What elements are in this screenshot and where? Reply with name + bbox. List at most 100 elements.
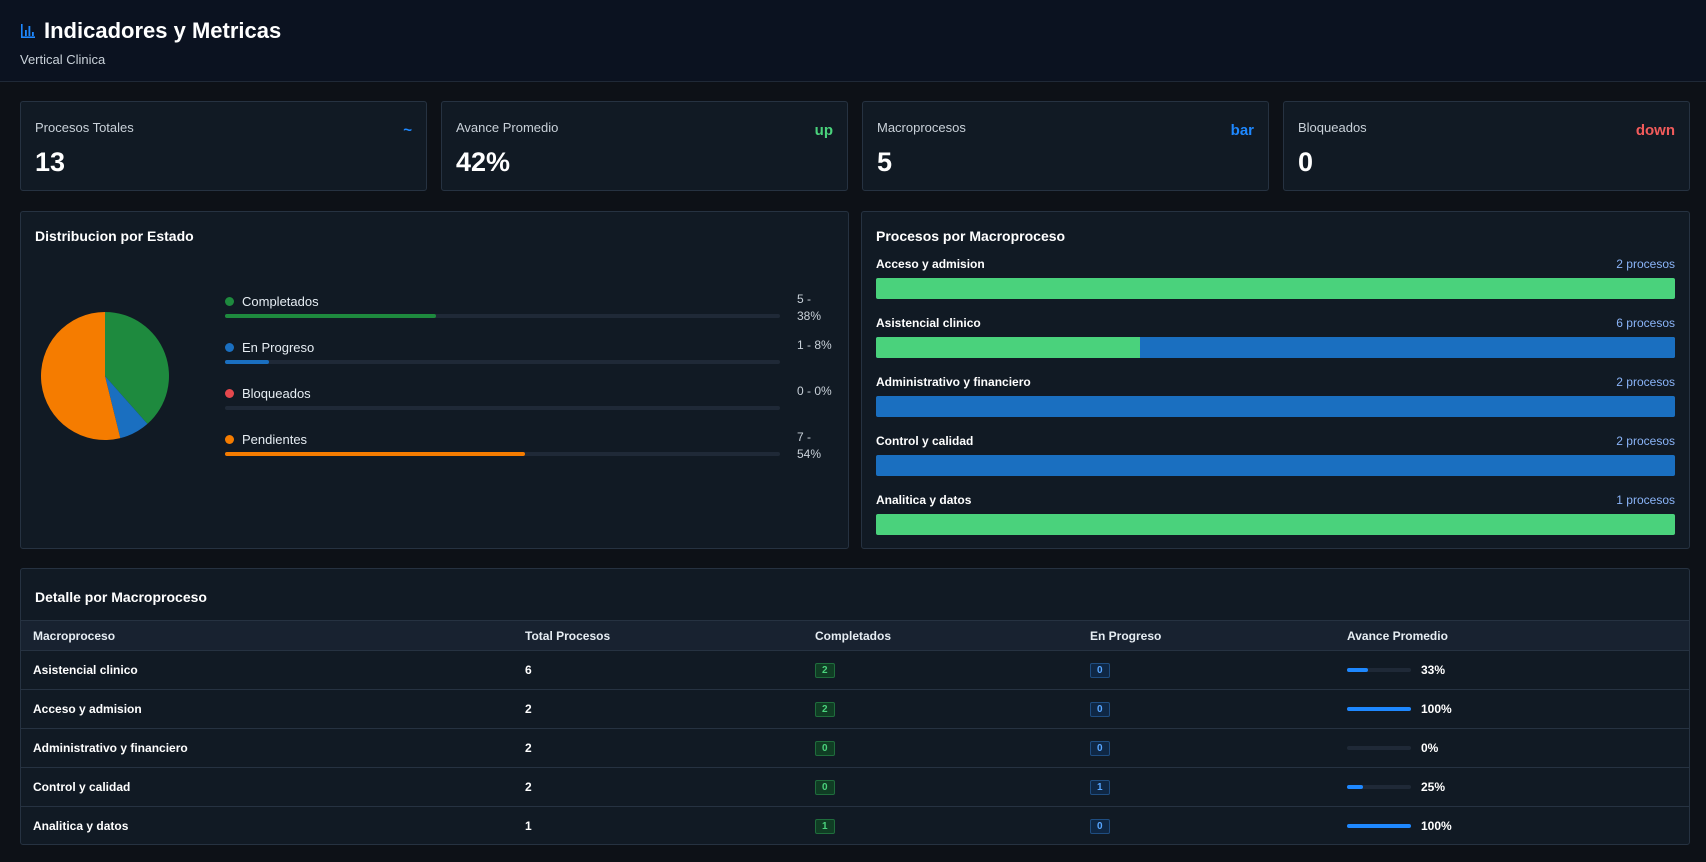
table-row[interactable]: Administrativo y financiero 2 0 0 0% (21, 728, 1689, 768)
bar-chart-icon (20, 23, 36, 39)
legend-item: Bloqueados 0 - 0% (225, 384, 835, 432)
macro-bar-remaining (876, 396, 1675, 417)
macro-name: Control y calidad (876, 434, 974, 448)
kpi-cards: Procesos Totales 13 ~ Avance Promedio 42… (20, 101, 1690, 191)
detail-title: Detalle por Macroproceso (35, 589, 207, 605)
cell-macroproceso: Acceso y admision (21, 689, 513, 729)
macro-name: Administrativo y financiero (876, 375, 1031, 389)
macro-bar-completed (876, 337, 1140, 358)
completed-badge: 0 (815, 741, 835, 756)
pie-slice-completados (105, 312, 169, 424)
macro-count: 2 procesos (1616, 257, 1675, 271)
avg-progress-track (1347, 785, 1411, 789)
in-progress-badge: 0 (1090, 702, 1110, 717)
legend-progress-track (225, 406, 780, 410)
cell-avg: 100% (1335, 806, 1689, 845)
table-row[interactable]: Acceso y admision 2 2 0 100% (21, 689, 1689, 729)
detail-table: Macroproceso Total Procesos Completados … (21, 620, 1689, 845)
avg-progress-fill (1347, 668, 1369, 672)
legend-name: Pendientes (242, 432, 308, 447)
page-header: Indicadores y Metricas Vertical Clinica (0, 0, 1706, 82)
macro-bar (876, 337, 1675, 358)
cell-total: 2 (513, 767, 803, 807)
legend-item: En Progreso 1 - 8% (225, 338, 835, 386)
cell-in-progress: 0 (1078, 650, 1335, 690)
legend-name: Bloqueados (242, 386, 311, 401)
status-pie-chart (40, 312, 169, 440)
trend-up-icon: up (814, 122, 833, 139)
macro-name: Asistencial clinico (876, 316, 981, 330)
legend-item: Pendientes 7 - 54% (225, 430, 835, 478)
cell-completed: 2 (803, 689, 1078, 729)
macro-bar-item: Asistencial clinico 6 procesos (876, 316, 1675, 375)
macro-bar-remaining (876, 455, 1675, 476)
macro-chart-title: Procesos por Macroproceso (876, 228, 1066, 244)
legend-label: Completados (225, 294, 319, 309)
cell-avg: 33% (1335, 650, 1689, 690)
status-legend: Completados 5 - 38% En Progreso 1 - 8% Bloqu… (225, 292, 835, 478)
card-macroprocesos: Macroprocesos 5 bar (862, 101, 1269, 191)
table-row[interactable]: Asistencial clinico 6 2 0 33% (21, 650, 1689, 690)
page-title: Indicadores y Metricas (44, 18, 282, 43)
card-label: Bloqueados (1298, 120, 1367, 135)
macro-bar (876, 396, 1675, 417)
cell-completed: 0 (803, 728, 1078, 768)
cell-total: 1 (513, 806, 803, 845)
legend-value: 7 - 54% (797, 430, 822, 461)
card-label: Macroprocesos (877, 120, 966, 135)
cell-total: 6 (513, 650, 803, 690)
card-value: 0 (1298, 147, 1314, 177)
legend-label: Pendientes (225, 432, 307, 447)
macro-count: 2 procesos (1616, 375, 1675, 389)
cell-avg: 100% (1335, 689, 1689, 729)
avg-value: 0% (1421, 741, 1439, 755)
macro-bar (876, 514, 1675, 535)
cell-macroproceso: Asistencial clinico (21, 650, 513, 690)
cell-macroproceso: Analitica y datos (21, 806, 513, 845)
detail-panel: Detalle por Macroproceso Macroproceso To… (20, 568, 1690, 845)
card-value: 42% (456, 147, 511, 177)
avg-value: 100% (1421, 819, 1452, 833)
table-header-row: Macroproceso Total Procesos Completados … (21, 620, 1689, 651)
completed-badge: 2 (815, 663, 835, 678)
cell-completed: 0 (803, 767, 1078, 807)
avg-progress-fill (1347, 707, 1411, 711)
legend-progress-track (225, 360, 780, 364)
legend-name: En Progreso (242, 340, 315, 355)
status-dot-icon (225, 343, 234, 352)
in-progress-badge: 0 (1090, 819, 1110, 834)
column-header: Macroproceso (21, 620, 513, 651)
legend-progress-track (225, 314, 780, 318)
macro-bar-completed (876, 278, 1675, 299)
card-value: 5 (877, 147, 893, 177)
macro-bar (876, 455, 1675, 476)
avg-value: 33% (1421, 663, 1446, 677)
distribution-panel: Distribucion por Estado Completados 5 - 3… (20, 211, 849, 549)
legend-progress-fill (225, 314, 436, 318)
card-label: Procesos Totales (35, 120, 134, 135)
table-row[interactable]: Analitica y datos 1 1 0 100% (21, 806, 1689, 845)
avg-progress-track (1347, 824, 1411, 828)
legend-progress-fill (225, 452, 525, 456)
macro-bar-remaining (1139, 337, 1675, 358)
avg-progress-track (1347, 746, 1411, 750)
cell-in-progress: 0 (1078, 806, 1335, 845)
completed-badge: 0 (815, 780, 835, 795)
legend-progress-fill (225, 360, 270, 364)
trend-neutral-icon: ~ (403, 122, 412, 139)
macro-count: 6 procesos (1616, 316, 1675, 330)
cell-avg: 0% (1335, 728, 1689, 768)
in-progress-badge: 0 (1090, 663, 1110, 678)
legend-label: En Progreso (225, 340, 314, 355)
macro-bar-item: Administrativo y financiero 2 procesos (876, 375, 1675, 434)
table-row[interactable]: Control y calidad 2 0 1 25% (21, 767, 1689, 807)
macro-count: 1 procesos (1616, 493, 1675, 507)
cell-macroproceso: Control y calidad (21, 767, 513, 807)
pie-slice-pendientes (40, 312, 121, 440)
column-header: Total Procesos (513, 620, 803, 651)
macro-bar (876, 278, 1675, 299)
cell-in-progress: 0 (1078, 689, 1335, 729)
macro-name: Acceso y admision (876, 257, 985, 271)
cell-completed: 1 (803, 806, 1078, 845)
cell-macroproceso: Administrativo y financiero (21, 728, 513, 768)
